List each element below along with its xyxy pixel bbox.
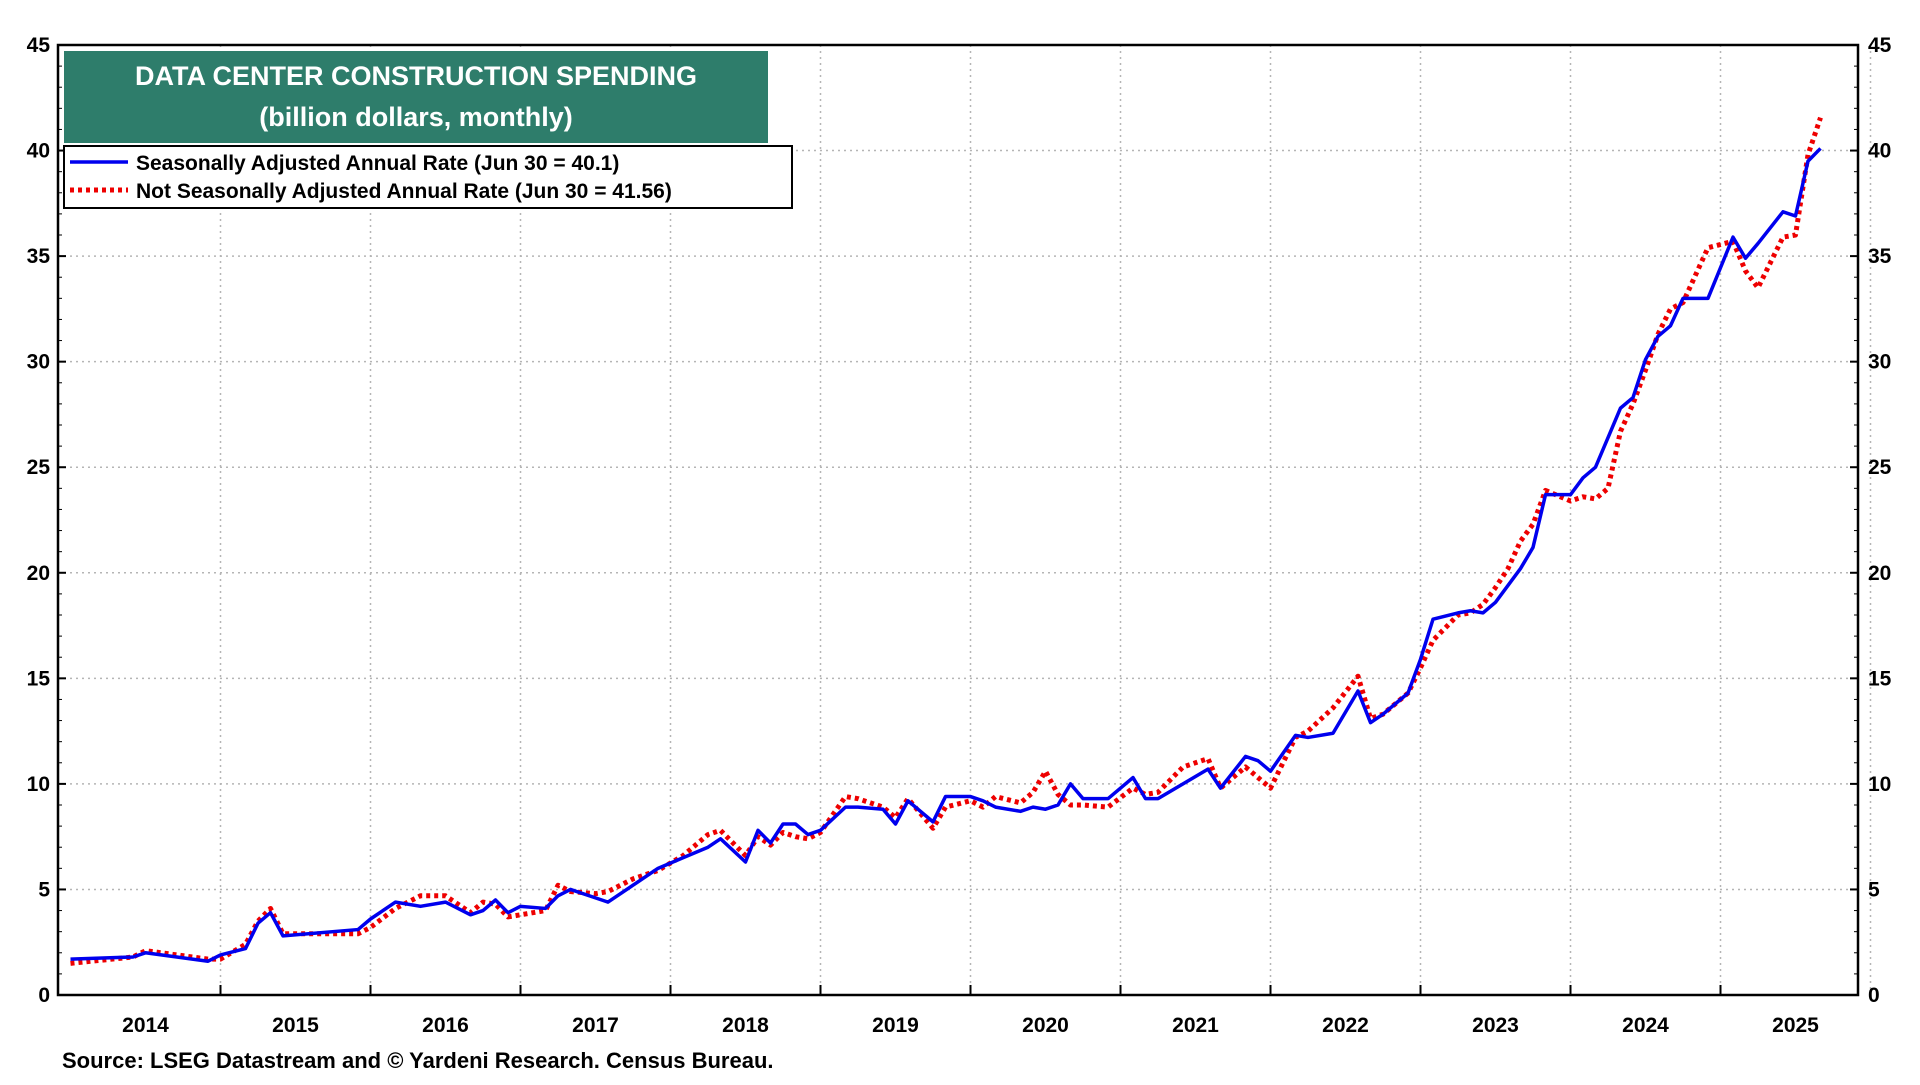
y-tick-label-right: 30 [1868, 351, 1891, 374]
x-tick-label: 2019 [872, 1014, 919, 1037]
y-tick-label-right: 25 [1868, 456, 1892, 479]
y-tick-label-right: 5 [1868, 878, 1880, 901]
legend: Seasonally Adjusted Annual Rate (Jun 30 … [63, 145, 793, 209]
title-box [64, 51, 768, 143]
y-tick-label-left: 45 [27, 34, 51, 57]
y-tick-label-right: 35 [1868, 245, 1892, 268]
series-line-seasonally-adjusted [70, 147, 1822, 963]
x-tick-label: 2022 [1322, 1014, 1369, 1037]
x-tick-label: 2021 [1172, 1014, 1219, 1037]
plot-frame [56, 43, 1860, 997]
y-tick-label-right: 10 [1868, 773, 1891, 796]
legend-label-sa: Seasonally Adjusted Annual Rate (Jun 30 … [136, 152, 619, 175]
y-tick-label-left: 35 [27, 245, 51, 268]
x-tick-label: 2018 [722, 1014, 769, 1037]
legend-box [63, 145, 793, 209]
x-tick-label: 2017 [572, 1014, 619, 1037]
y-tick-label-left: 5 [38, 878, 50, 901]
y-tick-label-left: 30 [27, 351, 50, 374]
x-tick-label: 2025 [1772, 1014, 1819, 1037]
y-tick-label-left: 15 [27, 667, 51, 690]
y-tick-label-left: 0 [38, 984, 50, 1007]
source-note: Source: LSEG Datastream and © Yardeni Re… [62, 1048, 774, 1073]
y-tick-label-left: 20 [27, 562, 50, 585]
legend-label-nsa: Not Seasonally Adjusted Annual Rate (Jun… [136, 180, 672, 203]
x-tick-label: 2014 [122, 1014, 169, 1037]
x-tick-label: 2023 [1472, 1014, 1519, 1037]
y-tick-label-right: 15 [1868, 667, 1892, 690]
y-tick-label-left: 40 [27, 140, 50, 163]
x-tick-label: 2020 [1022, 1014, 1069, 1037]
y-tick-label-left: 25 [27, 456, 51, 479]
y-tick-label-left: 10 [27, 773, 50, 796]
y-tick-label-right: 45 [1868, 34, 1892, 57]
series-line-not-seasonally-adjusted [70, 116, 1823, 966]
y-tick-label-right: 20 [1868, 562, 1891, 585]
chart-title: DATA CENTER CONSTRUCTION SPENDING [135, 61, 697, 91]
x-tick-label: 2015 [272, 1014, 319, 1037]
x-tick-label: 2024 [1622, 1014, 1669, 1037]
y-tick-label-right: 0 [1868, 984, 1880, 1007]
x-tick-label: 2016 [422, 1014, 469, 1037]
series-layer [70, 116, 1823, 966]
chart-subtitle: (billion dollars, monthly) [259, 102, 573, 132]
y-tick-label-right: 40 [1868, 140, 1891, 163]
